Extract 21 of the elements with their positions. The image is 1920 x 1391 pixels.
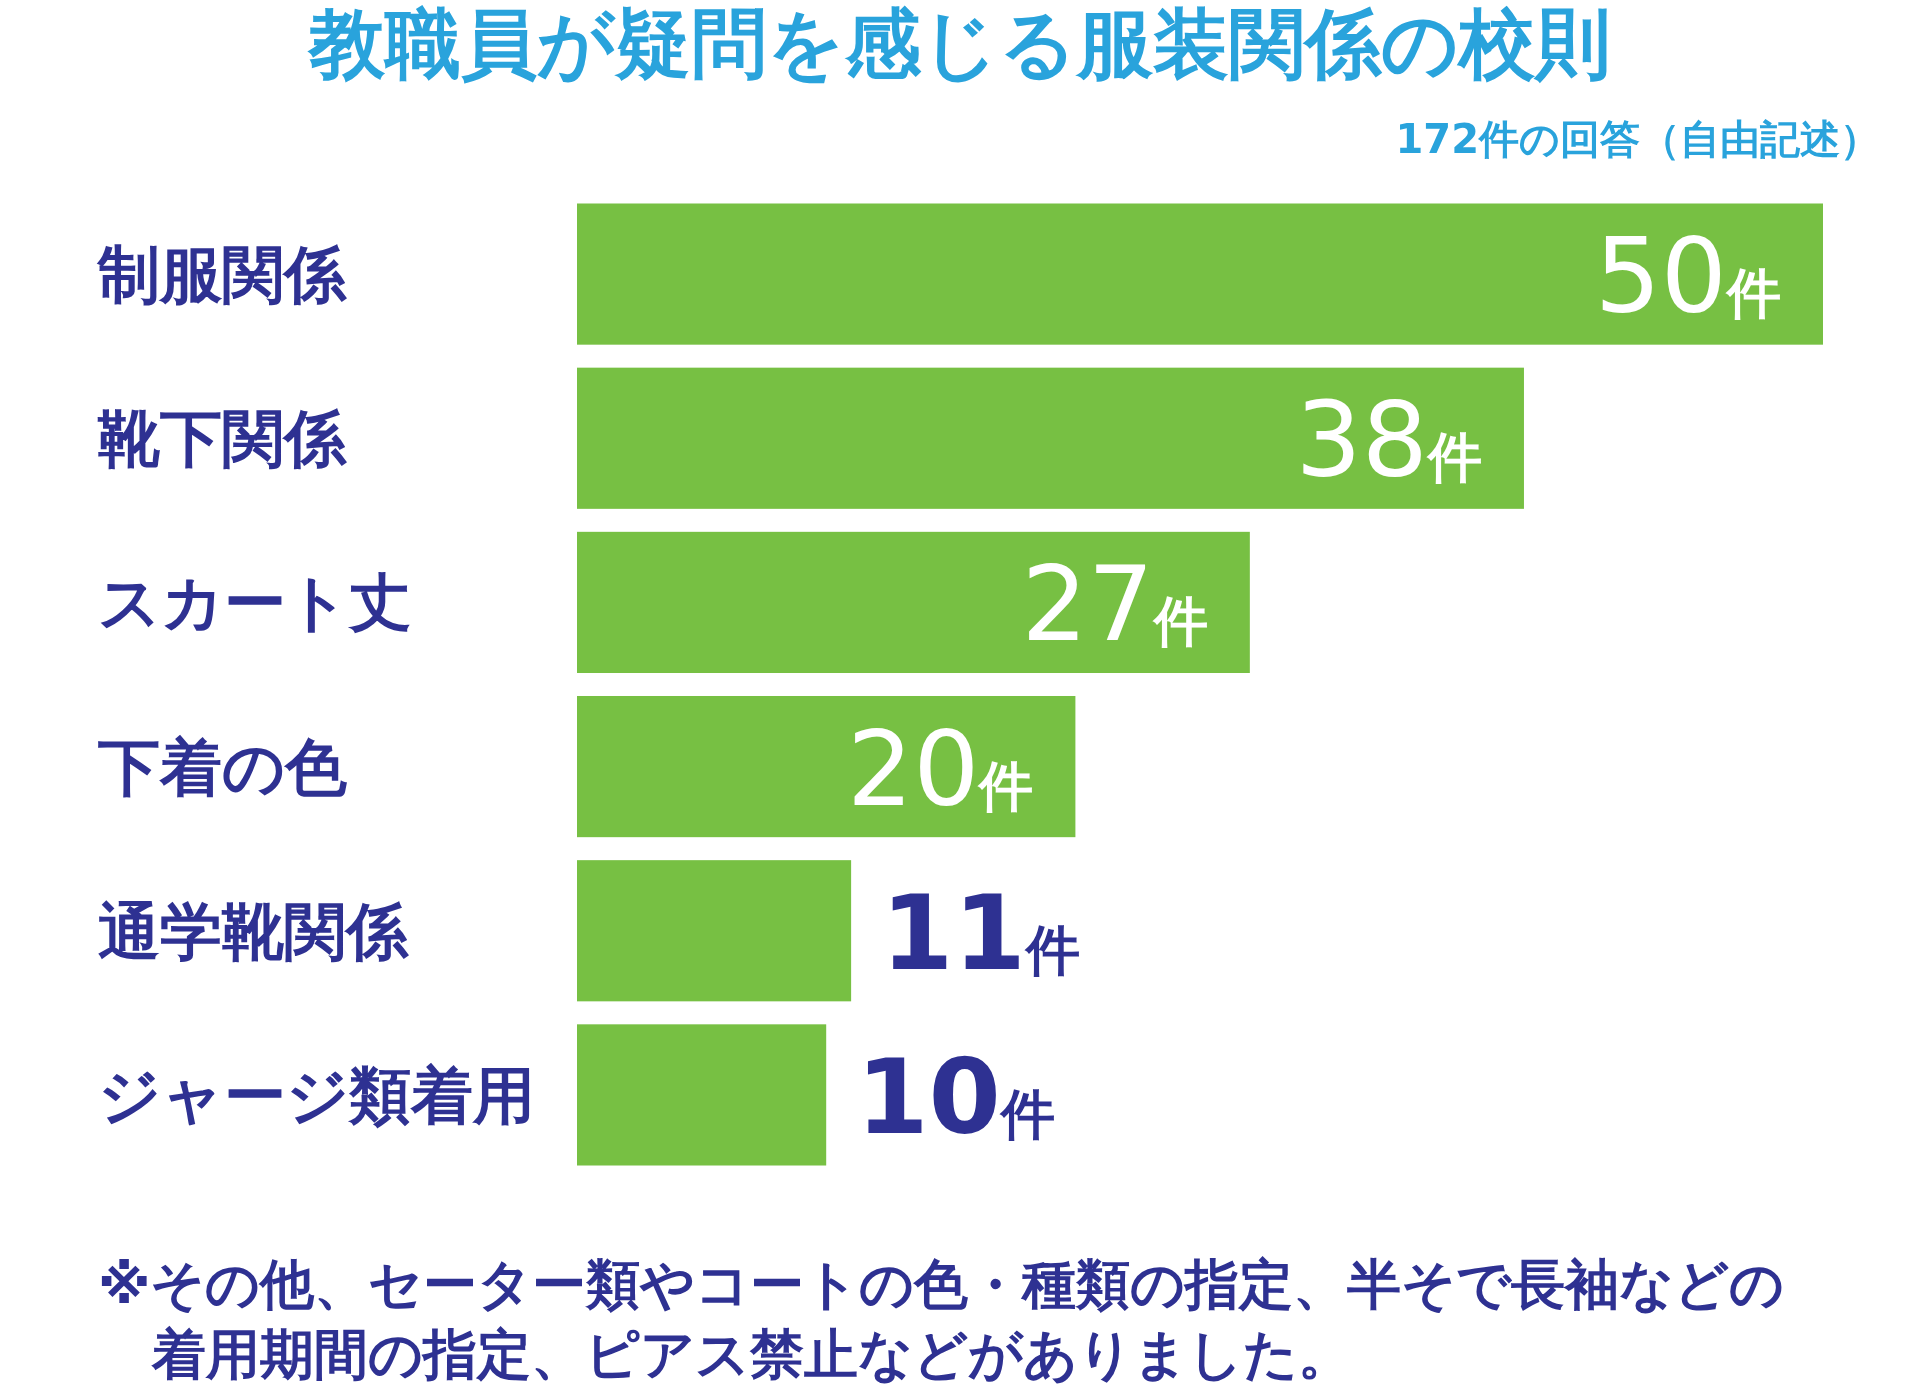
data-label: 50件	[1594, 215, 1781, 338]
chart-title: 教職員が疑問を感じる服装関係の校則	[306, 0, 1612, 88]
data-label: 11件	[881, 871, 1080, 994]
y-tick-label: 制服関係	[96, 238, 347, 312]
data-label: 27件	[1021, 543, 1208, 666]
y-tick-label: 通学靴関係	[98, 894, 409, 968]
bar	[577, 1024, 827, 1166]
bar	[577, 695, 1076, 838]
y-tick-label: ジャージ類着用	[98, 1058, 535, 1132]
bar	[577, 860, 852, 1002]
bar	[577, 531, 1250, 674]
text: ※その他、セーター類やコートの色・種類の指定、半そで長袖などの着用期間の指定、ピアス禁止などがありました。	[98, 1252, 1786, 1388]
y-tick-label: 下着の色	[98, 730, 347, 804]
data-label: 38件	[1295, 379, 1482, 502]
chart-subtitle: 172件の回答（自由記述）	[1395, 115, 1880, 164]
bar	[577, 203, 1823, 345]
data-label: 20件	[847, 707, 1034, 830]
y-tick-label: 靴下関係	[97, 402, 347, 476]
data-label: 10件	[856, 1035, 1055, 1158]
bar	[577, 367, 1524, 509]
y-tick-label: スカート丈	[98, 566, 411, 640]
